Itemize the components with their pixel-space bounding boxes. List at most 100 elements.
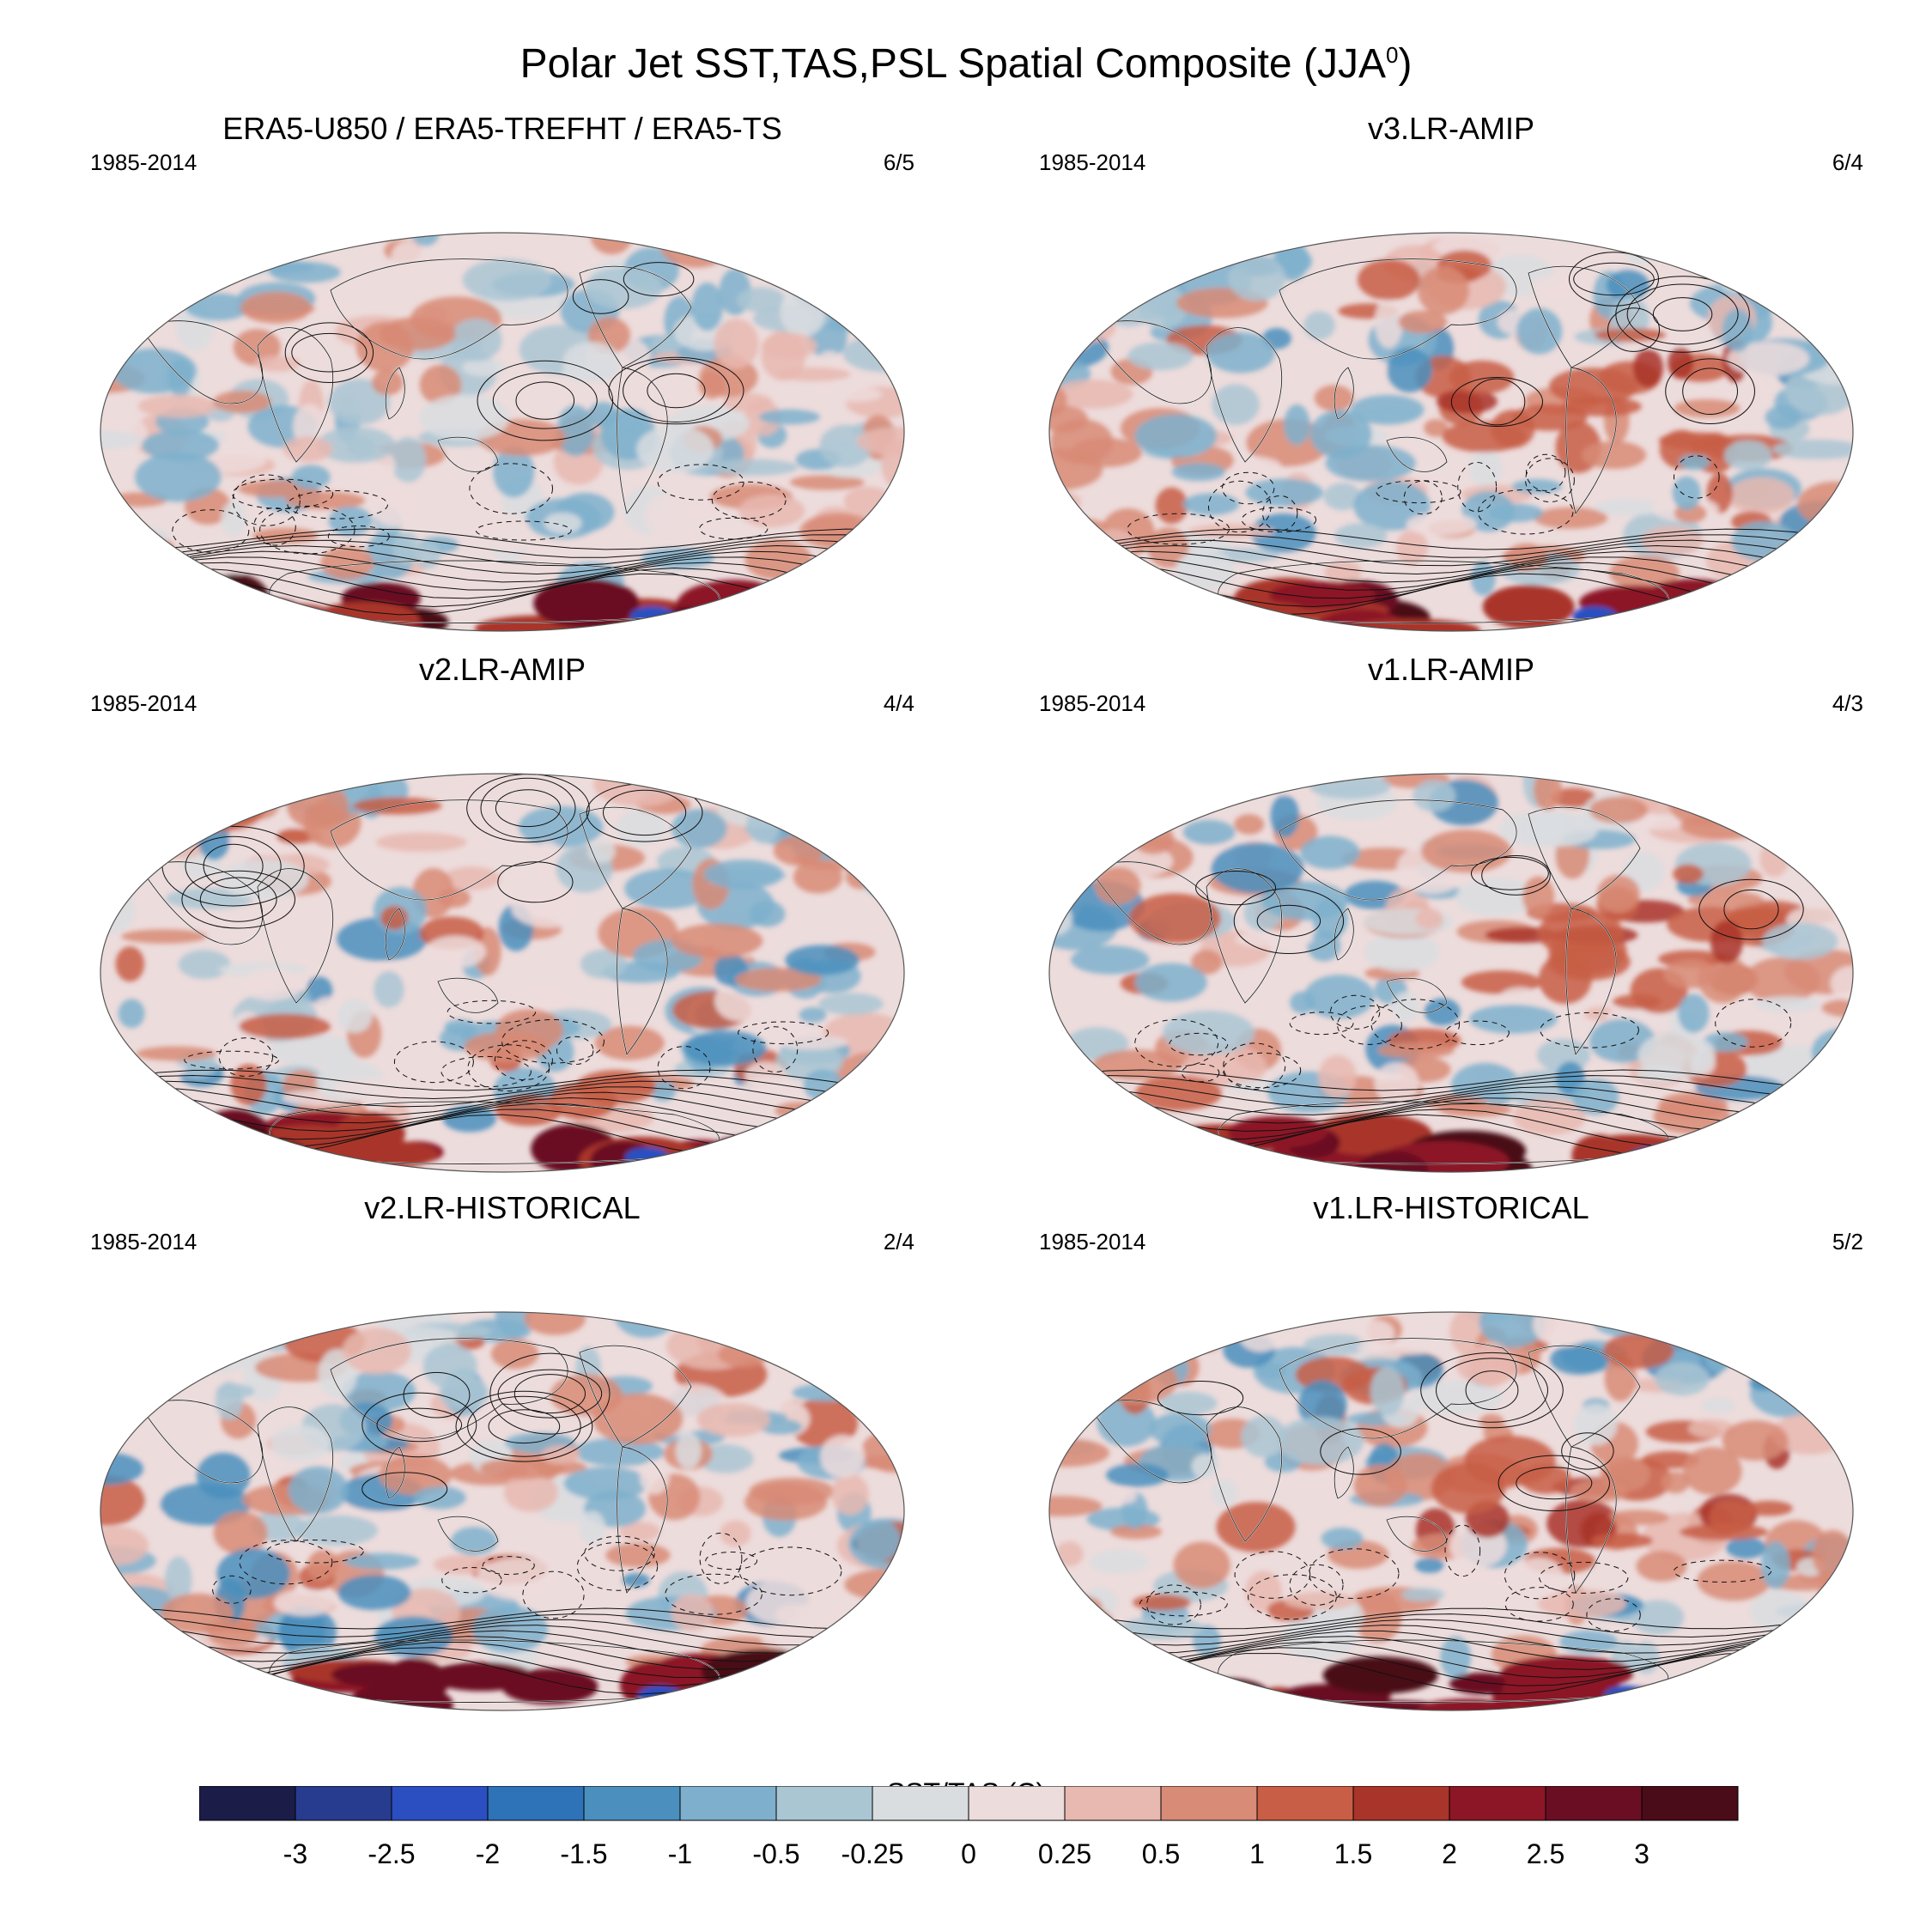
- anomaly-blob: [414, 1485, 466, 1510]
- anomaly-blob: [1116, 1312, 1203, 1342]
- anomaly-blob: [491, 1339, 539, 1370]
- anomaly-blob: [1488, 503, 1544, 523]
- anomaly-blob: [144, 1337, 204, 1372]
- anomaly-blob: [254, 355, 301, 373]
- panel-count: 6/5: [883, 149, 914, 175]
- anomaly-blob: [422, 1344, 477, 1388]
- anomaly-blob: [221, 501, 246, 537]
- anomaly-blob: [100, 1358, 134, 1388]
- anomaly-blob: [495, 1094, 562, 1127]
- anomaly-blob: [1171, 462, 1225, 482]
- psl-contour-negative: [1457, 462, 1498, 513]
- psl-contour-negative: [556, 1036, 594, 1066]
- anomaly-blob: [164, 1556, 192, 1604]
- antarctic-anomaly: [209, 1122, 272, 1154]
- anomaly-blob: [1417, 266, 1469, 315]
- anomaly-blob: [1830, 965, 1853, 1001]
- psl-contour-negative: [327, 526, 390, 548]
- psl-contour-negative: [232, 478, 334, 509]
- map-canvas: [100, 773, 905, 1173]
- anomaly-blob: [1704, 1328, 1733, 1373]
- anomaly-blob: [818, 993, 884, 1015]
- anomaly-blob: [1374, 1062, 1419, 1104]
- anomaly-blob: [1415, 908, 1443, 930]
- anomaly-blob: [1469, 1341, 1512, 1388]
- anomaly-blob: [1241, 1415, 1287, 1458]
- anomaly-blob: [696, 1402, 771, 1437]
- anomaly-blob: [1357, 1320, 1394, 1348]
- anomaly-blob: [240, 968, 305, 1001]
- anomaly-blob: [216, 1548, 290, 1599]
- anomaly-blob: [100, 1526, 149, 1565]
- anomaly-blob: [443, 866, 501, 890]
- anomaly-blob: [167, 1332, 257, 1374]
- anomaly-blob: [1134, 963, 1207, 1002]
- anomaly-blob: [136, 1046, 217, 1061]
- psl-contour-negative: [699, 517, 769, 540]
- anomaly-blob: [1049, 1618, 1075, 1664]
- anomaly-blob: [636, 425, 714, 473]
- anomaly-blob: [1661, 1471, 1690, 1494]
- psl-contour-positive: [1465, 1370, 1519, 1411]
- anomaly-blob: [579, 1510, 605, 1545]
- psl-contour-negative: [1586, 1598, 1641, 1632]
- anomaly-blob: [1049, 545, 1087, 563]
- psl-contour-negative: [1539, 1561, 1629, 1594]
- anomaly-blob: [1196, 1318, 1224, 1352]
- anomaly-blob: [108, 1097, 139, 1134]
- anomaly-blob: [1440, 1636, 1472, 1679]
- psl-contour-negative: [1526, 453, 1566, 491]
- anomaly-blob: [1811, 1027, 1853, 1078]
- anomaly-blob: [734, 968, 822, 992]
- anomaly-blob: [1663, 959, 1719, 988]
- anomaly-blob: [1191, 950, 1223, 975]
- colorbar-swatch: [1545, 1786, 1643, 1821]
- anomaly-blob: [100, 1402, 136, 1432]
- psl-contour-negative: [1478, 489, 1574, 535]
- anomaly-blob: [1632, 349, 1664, 388]
- psl-contour-positive: [1049, 1607, 1853, 1630]
- anomaly-blob: [1357, 259, 1420, 301]
- anomaly-blob: [1049, 322, 1093, 352]
- anomaly-blob: [828, 233, 904, 255]
- anomaly-blob: [1762, 922, 1838, 960]
- anomaly-blob: [513, 981, 572, 1012]
- anomaly-blob: [1678, 993, 1710, 1033]
- anomaly-blob: [449, 319, 502, 361]
- map-canvas: [100, 232, 905, 632]
- anomaly-blob: [759, 1419, 802, 1435]
- antarctic-anomaly: [201, 574, 270, 625]
- anomaly-blob: [333, 1078, 408, 1100]
- antarctic-anomaly: [1415, 1698, 1518, 1710]
- anomaly-blob: [1211, 842, 1304, 894]
- psl-contour-positive: [515, 381, 575, 420]
- psl-contour-positive: [203, 843, 264, 889]
- anomaly-blob: [1159, 1391, 1218, 1415]
- anomaly-blob: [291, 465, 331, 489]
- continent-outline-dark: [437, 977, 499, 1013]
- colorbar-swatch: [1160, 1786, 1258, 1821]
- anomaly-blob: [815, 1096, 902, 1115]
- anomaly-blob: [1049, 1496, 1103, 1516]
- anomaly-blob: [550, 1374, 623, 1417]
- psl-contour-positive: [467, 1395, 581, 1457]
- anomaly-blob: [487, 513, 532, 554]
- anomaly-blob: [1749, 1370, 1826, 1418]
- anomaly-blob: [1191, 1454, 1219, 1479]
- anomaly-blob: [1270, 794, 1299, 838]
- anomaly-blob: [1410, 1381, 1503, 1415]
- antarctic-anomaly: [1269, 581, 1376, 610]
- anomaly-field: [1049, 233, 1853, 631]
- colorbar-tick-label: -0.5: [752, 1838, 799, 1869]
- anomaly-blob: [1801, 1312, 1853, 1344]
- anomaly-blob: [1734, 264, 1781, 294]
- anomaly-blob: [1701, 1398, 1735, 1413]
- continent-outline-dark: [1206, 327, 1283, 463]
- anomaly-blob: [1353, 1464, 1407, 1507]
- anomaly-blob: [1772, 439, 1853, 459]
- antarctic-anomaly: [1603, 1694, 1666, 1710]
- psl-contour-positive: [603, 789, 687, 836]
- map-border: [1048, 1311, 1854, 1711]
- anomaly-blob: [1070, 790, 1141, 829]
- psl-contour-negative: [501, 1019, 605, 1064]
